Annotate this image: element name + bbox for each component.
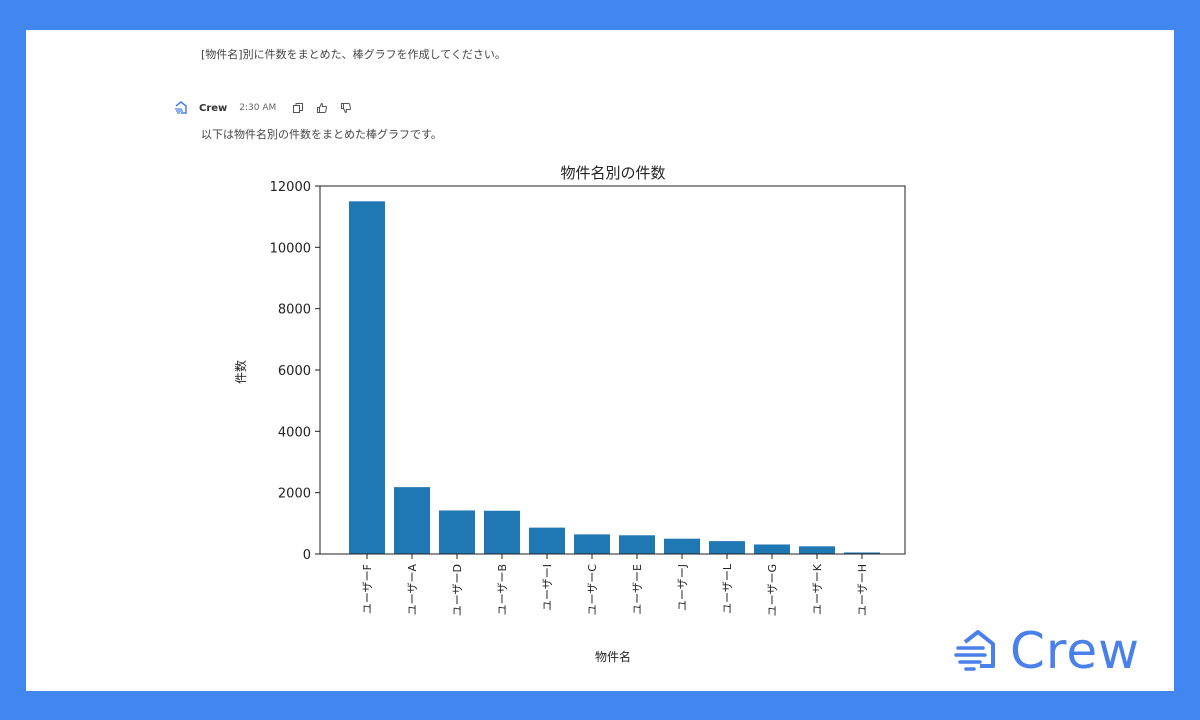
y-tick-label: 2000 [278, 487, 311, 502]
thumbs-up-icon[interactable] [316, 102, 328, 114]
x-tick-label: ユーザーJ [676, 564, 689, 611]
bar-12 [844, 552, 880, 554]
y-tick-label: 0 [303, 548, 311, 563]
crew-logo-icon [175, 101, 187, 114]
crew-brand: Crew [952, 624, 1140, 678]
bar-8 [664, 538, 700, 554]
bar-chart: 物件名別の件数 件数 物件名 0 2000 4000 6000 8000 10000 120… [233, 164, 906, 664]
x-tick-label: ユーザーC [586, 564, 599, 616]
plot-frame [319, 185, 906, 555]
y-tick-label: 12000 [270, 180, 311, 195]
bar-4 [484, 510, 520, 554]
chat-panel: [物件名]別に件数をまとめた、棒グラフを作成してください。 Crew 2:30 … [26, 30, 1174, 691]
x-axis-label: 物件名 [595, 649, 631, 664]
x-tick-label: ユーザーD [451, 564, 464, 616]
bar-5 [529, 527, 565, 554]
chart-title: 物件名別の件数 [560, 164, 665, 182]
x-tick-label: ユーザーB [496, 564, 509, 615]
thumbs-down-icon[interactable] [340, 102, 352, 114]
bars-group [349, 201, 880, 555]
x-tick-label: ユーザーL [721, 563, 734, 614]
y-tick-label: 8000 [278, 303, 311, 318]
x-tick-label: ユーザーF [361, 564, 374, 614]
x-tick-label: ユーザーH [856, 564, 869, 616]
bar-6 [574, 534, 610, 554]
x-tick-label: ユーザーE [631, 564, 644, 615]
bar-10 [754, 544, 790, 554]
assistant-message-header: Crew 2:30 AM [173, 100, 364, 116]
bar-11 [799, 546, 835, 554]
message-timestamp: 2:30 AM [239, 103, 277, 113]
copy-icon[interactable] [292, 102, 304, 114]
bar-1 [349, 201, 385, 555]
y-tick-label: 10000 [270, 241, 311, 256]
bar-2 [394, 487, 430, 554]
y-tick-label: 6000 [278, 364, 311, 379]
bar-3 [439, 510, 475, 554]
user-message: [物件名]別に件数をまとめた、棒グラフを作成してください。 [201, 48, 506, 61]
y-ticks-group: 0 2000 4000 6000 8000 10000 12000 [270, 180, 320, 563]
assistant-message: 以下は物件名別の件数をまとめた棒グラフです。 [201, 128, 442, 141]
y-axis-label: 件数 [233, 360, 248, 384]
x-tick-label: ユーザーI [541, 564, 554, 611]
bar-7 [619, 535, 655, 554]
x-tick-label: ユーザーA [406, 564, 419, 616]
x-ticks-group: ユーザーF ユーザーA ユーザーD ユーザーB ユーザーI ユーザーC ユーザーE ユーザーJ… [361, 554, 869, 616]
crew-brand-logo-icon [954, 630, 995, 671]
brand-name: Crew [1010, 622, 1141, 680]
sender-name: Crew [199, 102, 228, 114]
x-tick-label: ユーザーG [766, 564, 779, 616]
y-tick-label: 4000 [278, 425, 311, 440]
bar-9 [709, 541, 745, 554]
x-tick-label: ユーザーK [811, 563, 824, 615]
